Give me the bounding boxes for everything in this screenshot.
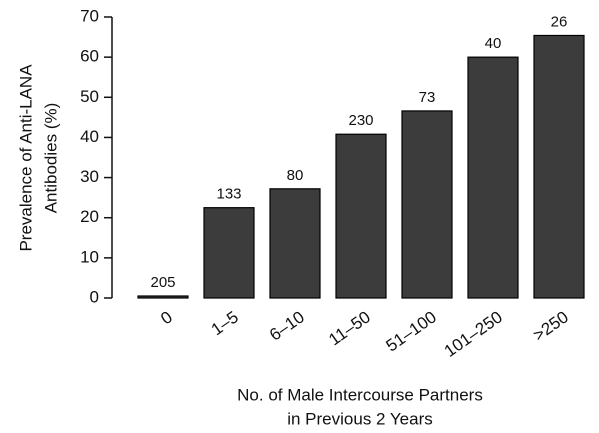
y-axis-label: Antibodies (%)	[41, 103, 60, 214]
bar	[203, 207, 255, 299]
x-tick-label: >250	[530, 307, 572, 345]
bar-annotation: 133	[216, 186, 241, 203]
x-axis-label: No. of Male Intercourse Partners	[237, 385, 483, 404]
y-tick-label: 10	[80, 247, 99, 266]
y-tick-label: 20	[80, 207, 99, 226]
y-tick-label: 30	[80, 167, 99, 186]
y-tick-label: 60	[80, 47, 99, 66]
bar	[269, 188, 321, 299]
bar	[401, 110, 453, 299]
bar-annotation: 26	[551, 13, 568, 30]
x-tick-label: 6–10	[266, 307, 308, 344]
bar-annotation: 80	[287, 167, 304, 184]
bar	[137, 295, 189, 299]
bar-annotation: 205	[150, 274, 175, 291]
x-tick-label: 51–100	[382, 307, 439, 355]
y-tick-label: 50	[80, 87, 99, 106]
x-axis-label: in Previous 2 Years	[287, 409, 433, 428]
y-axis-label: Prevalence of Anti-LANA	[16, 64, 35, 252]
bar	[533, 34, 585, 299]
bar	[467, 56, 519, 299]
x-tick-label: 1–5	[208, 307, 242, 339]
bar-annotation: 40	[485, 35, 502, 52]
x-tick-label: 11–50	[325, 307, 374, 349]
x-tick-label: 101–250	[441, 307, 506, 361]
bar-annotation: 73	[419, 89, 436, 106]
y-tick-label: 70	[80, 6, 99, 25]
bar	[335, 133, 387, 299]
y-tick-label: 0	[90, 287, 99, 306]
y-tick-label: 40	[80, 127, 99, 146]
bar-annotation: 230	[348, 112, 373, 129]
x-tick-label: 0	[157, 307, 176, 328]
